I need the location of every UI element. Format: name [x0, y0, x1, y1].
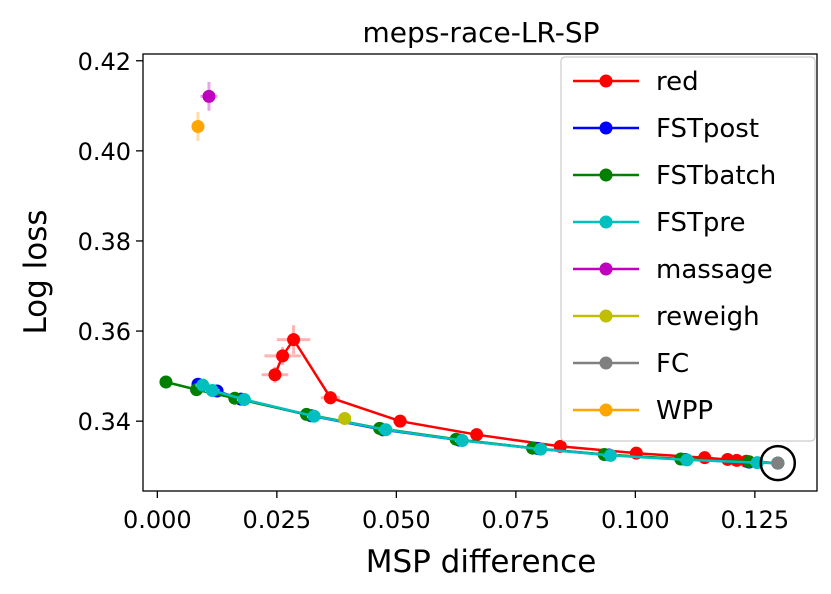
chart-title: meps-race-LR-SP	[362, 16, 599, 49]
point-fc-0	[771, 456, 785, 470]
point-fstpre-8	[680, 453, 694, 467]
legend-entry-reweigh: reweigh	[573, 302, 760, 332]
x-tick-label-1: 0.025	[242, 506, 311, 534]
point-reweigh-0	[338, 411, 352, 425]
point-fstpre-7	[603, 448, 617, 462]
legend-label-fstpre: FSTpre	[656, 208, 746, 238]
legend-entry-fstpost: FSTpost	[573, 114, 759, 144]
point-fstpre-4	[379, 423, 393, 437]
legend-marker-fstpre	[599, 215, 613, 229]
point-massage-0	[202, 89, 216, 103]
x-tick-label-3: 0.075	[481, 506, 550, 534]
y-tick-label-0: 0.34	[78, 408, 131, 436]
point-fstpre-5	[455, 434, 469, 448]
x-tick-label-2: 0.050	[362, 506, 431, 534]
plot-series-group	[159, 81, 785, 470]
point-fstpre-2	[237, 393, 251, 407]
legend-entry-fc: FC	[573, 349, 689, 379]
point-fstpre-1	[205, 384, 219, 398]
x-tick-label-5: 0.125	[720, 506, 789, 534]
point-red-3	[323, 391, 337, 405]
annotation-circle	[759, 444, 797, 482]
legend-box	[560, 56, 816, 442]
x-tick-label-0: 0.000	[123, 506, 192, 534]
plot-area	[159, 81, 797, 482]
legend-entry-wpp: WPP	[573, 396, 713, 426]
legend-label-wpp: WPP	[656, 396, 713, 426]
legend-entry-fstbatch: FSTbatch	[573, 161, 776, 191]
legend-label-fstbatch: FSTbatch	[656, 161, 776, 191]
y-tick-label-2: 0.38	[78, 228, 131, 256]
axes: 0.000 0.025 0.050 0.075 0.100 0.125 0.34 0.36 0.…	[78, 48, 818, 534]
y-tick-label-4: 0.42	[78, 48, 131, 76]
series-wpp	[191, 112, 205, 141]
point-fstpre-3	[307, 409, 321, 423]
point-red-2	[287, 333, 301, 347]
axes-frame	[142, 53, 818, 492]
legend: red FSTpost FSTbatch FSTpre massage reweigh FC…	[560, 56, 816, 442]
point-red-4	[393, 414, 407, 428]
series-fc	[771, 456, 785, 470]
legend-marker-fstpost	[599, 121, 613, 135]
legend-marker-massage	[599, 262, 613, 276]
point-fstpre-6	[534, 442, 548, 456]
point-red-0	[268, 368, 282, 382]
legend-marker-red	[599, 74, 613, 88]
point-red-1	[276, 349, 290, 363]
legend-entry-red: red	[573, 67, 699, 97]
legend-entry-massage: massage	[573, 255, 773, 285]
y-tick-label-3: 0.40	[78, 138, 131, 166]
legend-label-red: red	[656, 67, 699, 97]
point-fstpre-0	[196, 378, 210, 392]
point-fstbatch-0	[159, 375, 173, 389]
legend-label-fc: FC	[656, 349, 689, 379]
x-axis-label: MSP difference	[366, 544, 597, 580]
y-axis-label: Log loss	[18, 209, 54, 334]
point-red-8	[698, 451, 712, 465]
legend-label-fstpost: FSTpost	[656, 114, 759, 144]
point-red-5	[470, 428, 484, 442]
legend-label-massage: massage	[656, 255, 773, 285]
point-wpp-0	[191, 120, 205, 134]
legend-marker-reweigh	[599, 309, 613, 323]
legend-label-reweigh: reweigh	[656, 302, 760, 332]
series-reweigh	[338, 411, 352, 425]
legend-entry-fstpre: FSTpre	[573, 208, 746, 238]
x-tick-label-4: 0.100	[601, 506, 670, 534]
legend-marker-fc	[599, 356, 613, 370]
legend-marker-fstbatch	[599, 168, 613, 182]
y-tick-label-1: 0.36	[78, 318, 131, 346]
series-massage	[200, 81, 218, 111]
legend-marker-wpp	[599, 403, 613, 417]
